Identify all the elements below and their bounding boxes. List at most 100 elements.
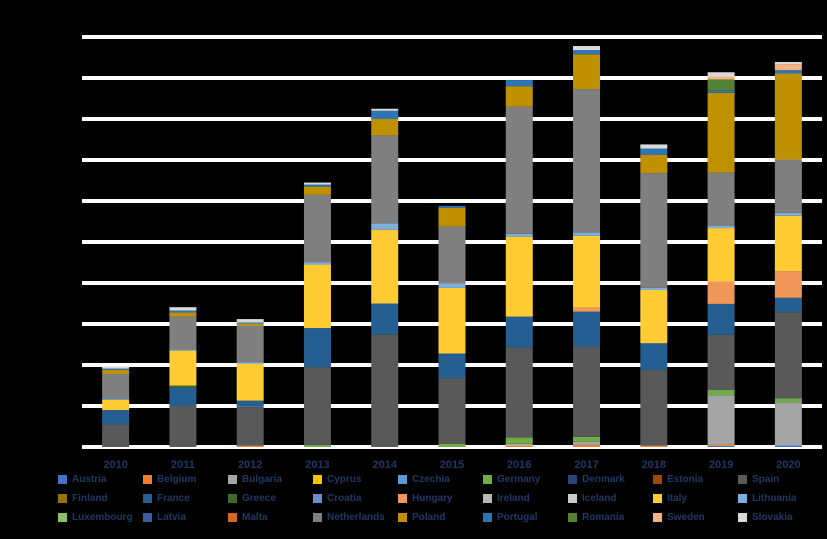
bar-segment [640,287,668,290]
bar-segment [169,316,197,350]
legend-swatch [483,493,492,503]
bar-segment [303,262,331,265]
bar-segment [707,92,735,173]
bar-segment [505,86,533,107]
bar-segment [505,437,533,444]
legend-label: Sweden [667,511,705,523]
legend-swatch [568,493,577,503]
bar-segment [102,366,130,369]
bar-segment [505,445,533,447]
legend-swatch [398,512,407,522]
x-tick-label: 2014 [372,459,397,471]
legend-item: Slovakia [738,510,793,524]
legend-item: Germany [483,472,540,486]
legend-label: Estonia [667,473,704,485]
bar-segment [573,311,601,347]
bar-segment [236,322,264,324]
legend-label: Hungary [412,492,453,504]
bar-segment [169,312,197,317]
bar-segment [573,441,601,445]
legend-label: France [157,492,190,504]
bar-segment [640,148,668,155]
bar-segment [505,80,533,87]
legend-label: Greece [242,492,276,504]
bar-segment [102,410,130,425]
x-tick-label: 2012 [238,459,262,471]
bar-segment [774,62,802,65]
legend-label: Luxembourg [72,511,133,523]
legend-swatch [483,474,492,484]
bar-segment [371,334,399,447]
legend-item: Latvia [143,510,186,524]
bar-segment [236,323,264,326]
legend-item: France [143,491,190,505]
bar-segment [707,226,735,229]
legend-swatch [313,512,322,522]
legend-item: Bulgaria [228,472,282,486]
bar-segment [438,287,466,354]
legend-swatch [58,512,67,522]
bar-segment [707,72,735,77]
legend-label: Belgium [157,473,197,485]
legend-swatch [58,474,67,484]
bar-segment [774,398,802,403]
bar-segment [169,406,197,447]
legend-swatch [483,512,492,522]
legend-swatch [738,512,747,522]
bar-segment [707,228,735,282]
legend-label: Bulgaria [242,473,283,485]
bar-segment [169,349,197,351]
bar-segment [438,283,466,288]
bar-segment [438,443,466,447]
bar-segment [707,390,735,396]
bar-segment [505,233,533,237]
bar-segment [438,205,466,208]
legend-swatch [568,474,577,484]
bar-segment [640,154,668,174]
legend-label: Finland [72,492,108,504]
legend-label: Cyprus [327,473,362,485]
bar-segment [640,289,668,344]
bar-segment [774,271,802,298]
bar-segment [774,402,802,446]
legend-swatch [653,474,662,484]
legend-swatch [228,474,237,484]
legend-label: Romania [582,511,625,523]
bar-segment [169,387,197,406]
legend-label: Italy [667,492,688,504]
x-tick-label: 2020 [776,459,800,471]
legend-label: Netherlands [327,511,385,523]
legend-swatch [398,493,407,503]
bar-segment [236,406,264,446]
legend-swatch [143,474,152,484]
bar-segment [438,207,466,227]
legend-item: Italy [653,491,687,505]
legend-item: Croatia [313,491,361,505]
bar-segment [640,144,668,149]
bar-segment [303,182,331,185]
bar-segment [774,70,802,74]
legend-label: Croatia [327,492,362,504]
x-tick-label: 2018 [642,459,666,471]
legend-item: Luxembourg [58,510,133,524]
legend-label: Ireland [497,492,530,504]
bar-segment [707,445,735,447]
bar-segment [573,436,601,442]
bar-segment [505,443,533,446]
bar-segment [303,194,331,263]
bar-segment [774,445,802,447]
legend-item: Cyprus [313,472,361,486]
bar-segment [371,229,399,304]
bar-segment [236,445,264,447]
legend-label: Czechia [412,473,450,485]
bar-segment [102,368,130,370]
legend-item: Portugal [483,510,538,524]
bar-segment [707,444,735,446]
bar-segment [236,319,264,323]
legend-item: Estonia [653,472,703,486]
bar-segment [707,395,735,445]
bar-segment [707,172,735,227]
legend-label: Slovakia [752,511,793,523]
bar-segment [505,316,533,348]
